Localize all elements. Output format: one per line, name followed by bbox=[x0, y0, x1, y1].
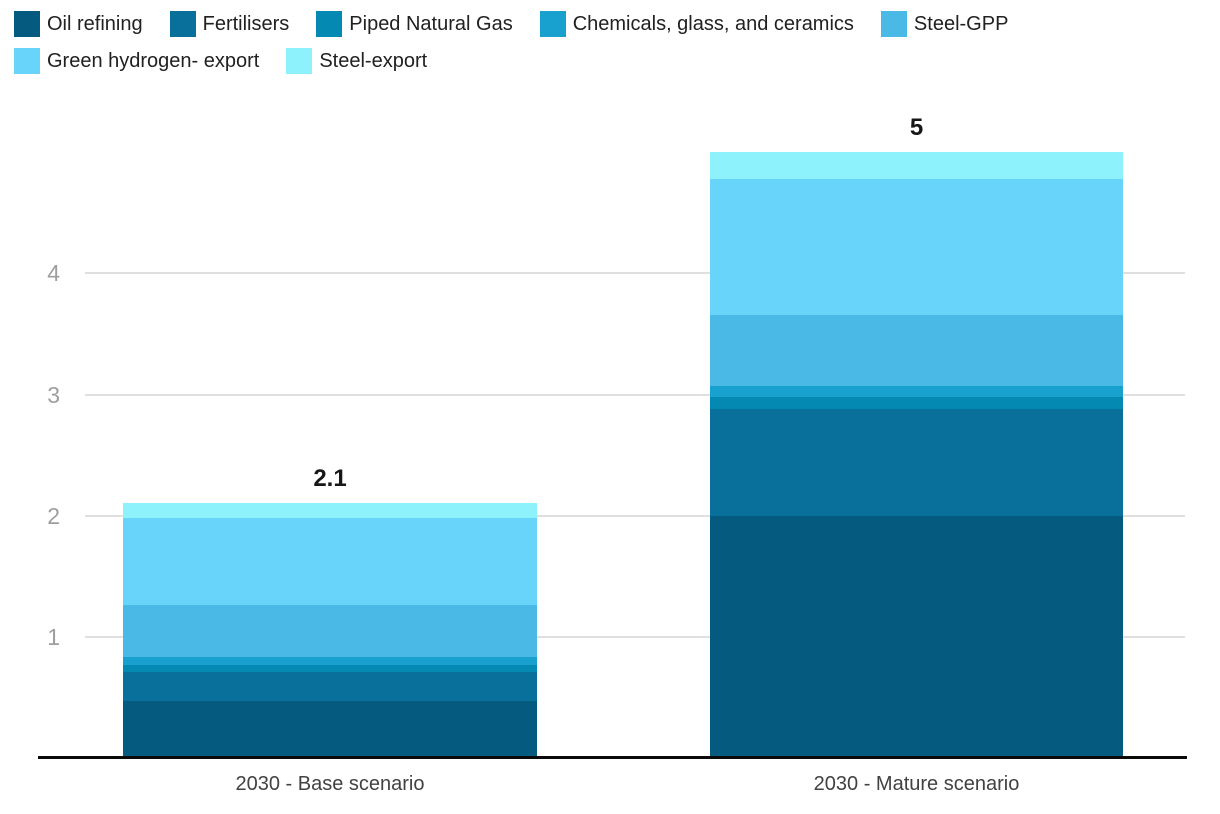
bar-segment[interactable] bbox=[123, 503, 537, 519]
bar-segment[interactable] bbox=[710, 178, 1123, 315]
legend-label: Green hydrogen- export bbox=[47, 49, 260, 72]
x-category-label: 2030 - Base scenario bbox=[235, 773, 425, 795]
gridline bbox=[85, 635, 1185, 638]
legend-swatch-icon bbox=[539, 11, 566, 37]
bar-segment[interactable] bbox=[123, 518, 537, 606]
legend-swatch-icon bbox=[316, 11, 343, 37]
legend-item: Steel-export bbox=[286, 48, 427, 74]
legend-label: Piped Natural Gas bbox=[349, 12, 513, 35]
gridline bbox=[85, 272, 1185, 275]
y-tick-label: 3 bbox=[47, 381, 60, 408]
y-tick-label: 2 bbox=[47, 502, 60, 529]
legend-swatch-icon bbox=[286, 48, 313, 74]
x-axis-line bbox=[38, 756, 1187, 759]
legend-item: Steel-GPP bbox=[880, 11, 1009, 37]
bar-segment[interactable] bbox=[710, 152, 1123, 179]
bar-segment[interactable] bbox=[710, 314, 1123, 387]
legend-swatch-icon bbox=[880, 11, 907, 37]
bar-segment[interactable] bbox=[123, 671, 537, 701]
stacked-bar[interactable] bbox=[123, 503, 537, 758]
bar-segment[interactable] bbox=[123, 700, 537, 758]
legend-swatch-icon bbox=[14, 11, 40, 37]
legend-label: Steel-export bbox=[319, 49, 428, 72]
chart-legend: Oil refining Fertilisers Piped Natural Gas… bbox=[14, 11, 1008, 74]
bar-segment[interactable] bbox=[710, 386, 1123, 397]
legend-label: Chemicals, glass, and ceramics bbox=[572, 12, 854, 35]
legend-label: Steel-GPP bbox=[913, 12, 1009, 35]
legend-item: Piped Natural Gas bbox=[316, 11, 513, 37]
y-tick-label: 4 bbox=[47, 260, 60, 287]
legend-item: Fertilisers bbox=[169, 11, 290, 37]
legend-swatch-icon bbox=[169, 11, 196, 37]
bar-segment[interactable] bbox=[710, 396, 1123, 410]
bar-segment[interactable] bbox=[123, 605, 537, 658]
gridline bbox=[85, 393, 1185, 396]
legend-item: Chemicals, glass, and ceramics bbox=[539, 11, 854, 37]
legend-row: Oil refining Fertilisers Piped Natural Gas… bbox=[14, 11, 1008, 37]
bar-segment[interactable] bbox=[710, 409, 1123, 516]
legend-row: Green hydrogen- export Steel-export bbox=[14, 48, 1008, 74]
bar-segment[interactable] bbox=[123, 664, 537, 672]
y-tick-label: 1 bbox=[47, 623, 60, 650]
bar-segment[interactable] bbox=[710, 515, 1123, 758]
x-category-label: 2030 - Mature scenario bbox=[813, 773, 1020, 795]
bar-segment[interactable] bbox=[123, 657, 537, 665]
bar-total-label: 2.1 bbox=[313, 465, 347, 493]
gridline bbox=[85, 514, 1185, 517]
legend-item: Oil refining bbox=[14, 11, 143, 37]
legend-swatch-icon bbox=[14, 48, 40, 74]
stacked-bar[interactable] bbox=[710, 152, 1123, 758]
legend-label: Oil refining bbox=[47, 12, 143, 35]
legend-item: Green hydrogen- export bbox=[14, 48, 259, 74]
bar-total-label: 5 bbox=[909, 114, 924, 142]
legend-label: Fertilisers bbox=[202, 12, 290, 35]
